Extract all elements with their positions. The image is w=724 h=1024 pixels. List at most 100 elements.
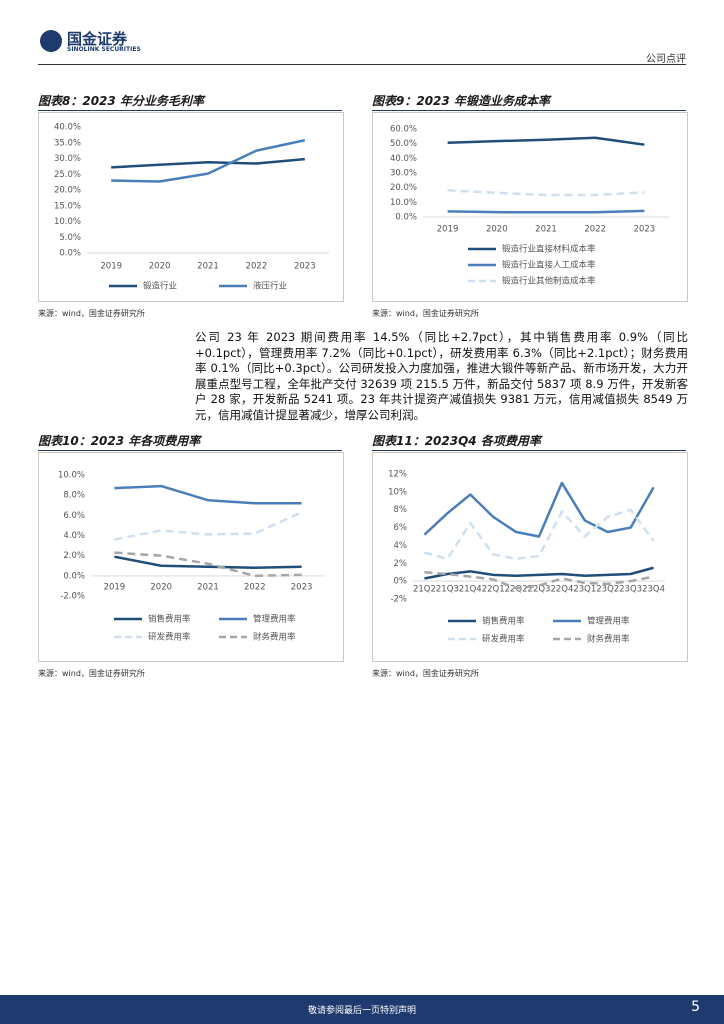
x-tick-label: 2022 — [584, 225, 606, 235]
chart: -2%0%2%4%6%8%10%12%21Q2 21Q3 21Q4 22Q1 22Q2 2… — [388, 470, 665, 645]
y-tick-label: 4% — [394, 541, 408, 551]
title-rule — [38, 110, 342, 111]
x-tick-label: 2020 — [150, 583, 172, 593]
x-tick-label: 2023 — [634, 225, 656, 235]
series-line — [424, 508, 655, 561]
x-tick-label: 2020 — [149, 262, 171, 272]
x-tick-label: 2021 — [197, 262, 219, 272]
legend-label: 财务费用率 — [587, 634, 630, 645]
y-tick-label: 0.0% — [63, 571, 85, 581]
x-tick-label: 2023 — [291, 583, 313, 593]
logo-en: SINOLINK SECURITIES — [67, 46, 141, 53]
series-line — [111, 157, 305, 169]
chart-title: 图表8：2023 年分业务毛利率 — [38, 94, 204, 108]
chart: 0.0% 5.0% 10.0% 15.0% 20.0% 25.0% 30.0% 35.0% 40… — [54, 123, 329, 292]
y-tick-label: 10% — [388, 487, 407, 497]
x-tick-label: 22Q4 — [550, 585, 573, 595]
legend-label: 研发费用率 — [148, 632, 191, 643]
y-tick-label: 30.0% — [54, 154, 81, 164]
y-tick-label: 40.0% — [390, 154, 417, 164]
series-line — [114, 555, 302, 570]
logo-text: 国金证券 — [67, 30, 128, 48]
series-line — [447, 209, 645, 214]
series-line — [447, 136, 645, 146]
series-line — [447, 189, 645, 197]
x-tick-label: 21Q3 — [436, 585, 459, 595]
legend-label: 锻造行业 — [143, 281, 177, 292]
header-rule — [38, 64, 686, 65]
y-tick-label: 10.0% — [54, 217, 81, 227]
title-rule — [372, 110, 686, 111]
y-tick-label: 20.0% — [54, 186, 81, 196]
legend-label: 销售费用率 — [482, 616, 525, 627]
x-tick-label: 2020 — [486, 225, 508, 235]
title-rule — [38, 450, 342, 451]
y-tick-label: 0.0% — [395, 213, 417, 223]
x-tick-label: 2021 — [535, 225, 557, 235]
chart-title: 图表11：2023Q4 各项费用率 — [372, 434, 541, 448]
legend-label: 液压行业 — [253, 281, 287, 292]
x-tick-label: 23Q3 — [619, 585, 642, 595]
y-tick-label: 10.0% — [390, 198, 417, 208]
source: 来源：wind，国金证券研究所 — [372, 669, 479, 678]
x-tick-label: 2023 — [294, 262, 316, 272]
series-line — [111, 139, 306, 183]
y-tick-label: 40.0% — [54, 123, 81, 133]
y-tick-label: 15.0% — [54, 201, 81, 211]
title-rule — [372, 450, 686, 451]
x-tick-label: 2021 — [197, 583, 219, 593]
x-tick-label: 22Q3 — [528, 585, 551, 595]
x-tick-label: 2022 — [244, 583, 266, 593]
paragraph: 公司 23 年 2023 期间费用率 14.5%（同比+2.7pct），其中销售… — [195, 330, 688, 422]
legend-label: 锻造行业其他制造成本率 — [502, 276, 596, 287]
section: 公司点评 — [646, 54, 686, 65]
y-tick-label: 30.0% — [390, 169, 417, 179]
x-tick-label: 21Q2 — [413, 585, 436, 595]
y-tick-label: 25.0% — [54, 170, 81, 180]
x-tick-label: 23Q4 — [642, 585, 665, 595]
y-tick-label: 8% — [394, 505, 408, 515]
series-line — [114, 511, 303, 541]
x-tick-label: 2022 — [246, 262, 268, 272]
series-line — [114, 551, 302, 578]
y-tick-label: 20.0% — [390, 183, 417, 193]
legend-label: 锻造行业直接人工成本率 — [502, 260, 596, 271]
chart: -2.0% 0.0% 2.0% 4.0% 6.0% 8.0% 10.0% 2019 2020 20… — [58, 471, 325, 643]
y-tick-label: 2% — [394, 559, 408, 569]
chart-title: 图表10：2023 年各项费用率 — [38, 434, 201, 448]
series-line — [114, 484, 302, 505]
page-number: 5 — [691, 999, 700, 1015]
y-tick-label: 8.0% — [63, 491, 85, 501]
y-tick-label: 0% — [394, 577, 408, 587]
source: 来源：wind，国金证券研究所 — [38, 309, 145, 318]
legend-label: 财务费用率 — [253, 632, 296, 643]
series-line — [423, 481, 655, 538]
y-tick-label: -2.0% — [60, 592, 85, 602]
y-tick-label: 4.0% — [63, 531, 85, 541]
y-tick-label: 60.0% — [390, 125, 417, 135]
x-tick-label: 23Q2 — [596, 585, 619, 595]
y-tick-label: 5.0% — [59, 233, 81, 243]
footer-notice: 敬请参阅最后一页特别声明 — [307, 1006, 416, 1016]
x-tick-label: 2019 — [437, 225, 459, 235]
legend-label: 管理费用率 — [253, 614, 296, 625]
legend-label: 管理费用率 — [587, 616, 630, 627]
x-tick-label: 22Q1 — [482, 585, 505, 595]
y-tick-label: 12% — [388, 470, 407, 480]
y-tick-label: 6.0% — [63, 511, 85, 521]
legend-label: 锻造行业直接材料成本率 — [502, 244, 596, 255]
source: 来源：wind，国金证券研究所 — [38, 669, 145, 678]
x-tick-label: 2019 — [100, 262, 122, 272]
y-tick-label: -2% — [390, 595, 407, 605]
chart: 0.0% 10.0% 20.0% 30.0% 40.0% 50.0% 60.0% 2019 20… — [390, 125, 669, 287]
source: 来源：wind，国金证券研究所 — [372, 309, 479, 318]
x-tick-label: 2019 — [104, 583, 126, 593]
legend-label: 销售费用率 — [148, 614, 191, 625]
chart-title: 图表9：2023 年锻造业务成本率 — [372, 94, 550, 108]
y-tick-label: 6% — [394, 523, 408, 533]
y-tick-label: 10.0% — [58, 471, 85, 481]
y-tick-label: 2.0% — [63, 551, 85, 561]
legend-label: 研发费用率 — [482, 634, 525, 645]
y-tick-label: 35.0% — [54, 138, 81, 148]
